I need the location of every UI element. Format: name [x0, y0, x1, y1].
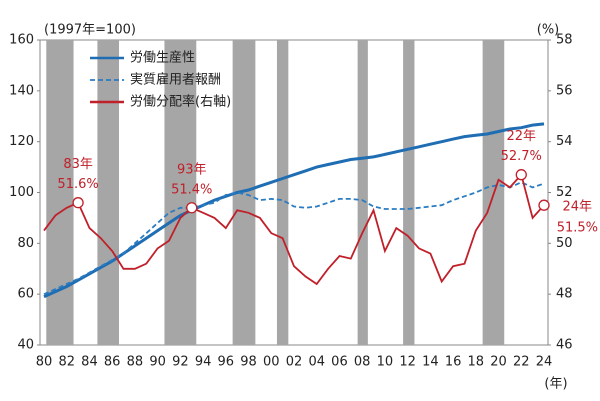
annotated-point	[538, 199, 550, 211]
legend-label: 実質雇用者報酬	[130, 72, 221, 88]
shaded-span	[276, 40, 289, 345]
x-tick-label: 14	[422, 355, 439, 370]
x-tick-label: 96	[218, 355, 235, 370]
x-tick-label: 16	[445, 355, 462, 370]
annotated-point	[72, 197, 84, 209]
y-tick-label: 140	[9, 83, 34, 98]
y-axis-label: (1997年=100)	[44, 23, 136, 38]
y-tick-label: 60	[17, 287, 34, 302]
x-tick-label: 86	[104, 355, 121, 370]
x-tick-label: 98	[240, 355, 257, 370]
series-line	[43, 172, 545, 286]
y-tick-label: 100	[9, 185, 34, 200]
x-tick-label: 90	[149, 355, 166, 370]
x-tick-label: 06	[331, 355, 348, 370]
point-label: 24年	[562, 200, 592, 215]
value-label: 52.7%	[501, 149, 542, 164]
point-label: 93年	[177, 162, 207, 177]
y2-tick-label: 50	[556, 236, 573, 251]
y-tick-label: 160	[9, 33, 34, 48]
legend-label: 労働生産性	[130, 50, 195, 66]
value-label: 51.6%	[57, 177, 98, 192]
x-tick-label: 22	[513, 355, 530, 370]
shaded-span	[46, 40, 74, 345]
y-tick-label: 120	[9, 134, 34, 149]
legend-label: 労働分配率(右軸)	[130, 94, 231, 110]
x-tick-label: 00	[263, 355, 280, 370]
x-tick-label: 88	[127, 355, 144, 370]
y2-axis-label: (%)	[537, 23, 560, 38]
point-label: 22年	[506, 129, 536, 144]
x-tick-label: 04	[308, 355, 325, 370]
annotated-point	[515, 169, 527, 181]
y2-tick-label: 46	[556, 338, 573, 353]
y-tick-label: 40	[17, 338, 34, 353]
x-tick-label: 84	[81, 355, 98, 370]
x-tick-label: 24	[536, 355, 553, 370]
series-line	[43, 181, 545, 296]
shaded-span	[403, 40, 415, 345]
x-tick-label: 18	[468, 355, 485, 370]
x-tick-label: 82	[58, 355, 75, 370]
value-label: 51.5%	[557, 221, 598, 236]
series-line	[43, 122, 545, 299]
y2-tick-label: 54	[556, 134, 573, 149]
x-tick-label: 94	[195, 355, 212, 370]
x-axis-label: (年)	[544, 377, 567, 392]
y2-tick-label: 58	[556, 33, 573, 48]
value-label: 51.4%	[171, 182, 212, 197]
y2-tick-label: 48	[556, 287, 573, 302]
x-tick-label: 08	[354, 355, 371, 370]
y-tick-label: 80	[17, 236, 34, 251]
point-label: 83年	[63, 157, 93, 172]
x-tick-label: 92	[172, 355, 189, 370]
annotated-point	[186, 202, 198, 214]
y2-tick-label: 56	[556, 83, 573, 98]
y2-tick-label: 52	[556, 185, 573, 200]
x-tick-label: 02	[286, 355, 303, 370]
x-tick-label: 12	[399, 355, 416, 370]
shaded-span	[357, 40, 368, 345]
shaded-span	[164, 40, 197, 345]
shaded-span	[97, 40, 119, 345]
x-tick-label: 10	[377, 355, 394, 370]
x-tick-label: 80	[36, 355, 53, 370]
x-tick-label: 20	[490, 355, 507, 370]
